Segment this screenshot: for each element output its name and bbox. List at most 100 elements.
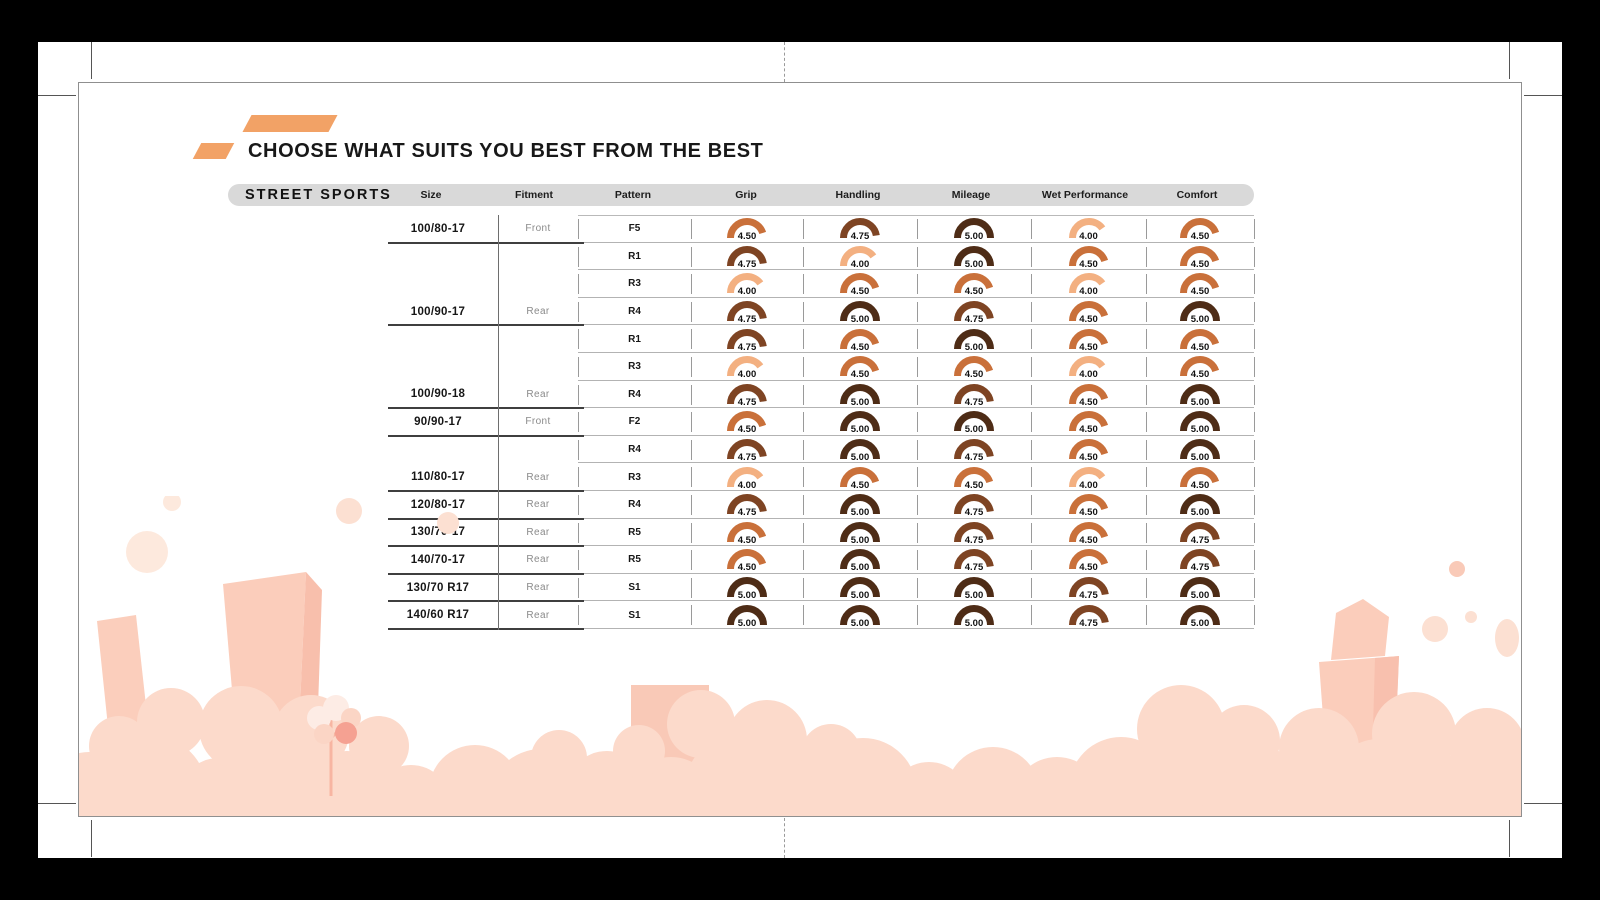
- pattern-label: R5: [628, 526, 641, 538]
- table-top-divider: [578, 215, 1254, 216]
- rating-value: 5.00: [850, 396, 870, 408]
- gauge-arc-icon: [1180, 494, 1220, 515]
- rating-gauge: 5.00: [837, 575, 883, 601]
- pattern-label: R3: [628, 278, 641, 290]
- fitment-cell: Rear: [498, 463, 578, 491]
- column-separator: [691, 329, 692, 350]
- grip-gauge-cell: 4.75: [691, 381, 803, 409]
- gauge-arc-icon: [954, 218, 994, 239]
- column-separator: [1031, 577, 1032, 598]
- column-separator: [1031, 357, 1032, 377]
- fitment-cell: Rear: [498, 519, 578, 547]
- rating-value: 4.75: [964, 396, 984, 408]
- column-separator: [1146, 605, 1147, 626]
- size-cell: 120/80-17: [378, 491, 498, 519]
- rating-value: 5.00: [737, 590, 757, 602]
- rating-gauge: 5.00: [837, 437, 883, 463]
- size-cell: [378, 353, 498, 381]
- comfort-gauge-cell: 5.00: [1146, 436, 1254, 464]
- rating-gauge: 4.00: [724, 354, 770, 380]
- gauge-arc-icon: [1180, 411, 1220, 432]
- size-cell: 140/70-17: [378, 546, 498, 574]
- rating-value: 4.75: [964, 314, 984, 326]
- column-separator: [1146, 577, 1147, 598]
- rating-value: 4.50: [1190, 369, 1210, 381]
- rating-gauge: 4.75: [724, 437, 770, 463]
- gauge-arc-icon: [727, 356, 767, 377]
- column-separator: [691, 301, 692, 322]
- gauge-arc-icon: [1068, 383, 1109, 405]
- table-row: R1 4.75 4.50 5.00 4.50 4.50: [228, 325, 1255, 353]
- comfort-gauge-cell: 5.00: [1146, 408, 1254, 436]
- rating-gauge: 4.50: [1177, 354, 1223, 380]
- column-separator: [803, 246, 804, 267]
- accent-parallelogram-large: [242, 115, 338, 132]
- mileage-gauge-cell: 5.00: [917, 574, 1031, 602]
- gauge-arc-icon: [727, 521, 767, 543]
- column-separator: [578, 246, 579, 267]
- mileage-gauge-cell: 4.50: [917, 270, 1031, 298]
- column-separator: [803, 550, 804, 571]
- grip-gauge-cell: 4.50: [691, 519, 803, 547]
- wet_performance-gauge-cell: 4.75: [1031, 601, 1146, 629]
- gauge-arc-icon: [840, 273, 880, 294]
- handling-gauge-cell: 5.00: [803, 408, 917, 436]
- row-divider: [578, 296, 1254, 298]
- rating-gauge: 4.50: [724, 216, 770, 242]
- column-separator: [803, 439, 804, 460]
- rating-gauge: 4.50: [951, 465, 997, 491]
- rating-value: 4.50: [850, 286, 870, 298]
- rating-gauge: 4.75: [1066, 603, 1112, 629]
- bubble-icon: [1495, 619, 1519, 657]
- pattern-label: R3: [628, 471, 641, 483]
- rating-gauge: 4.50: [724, 409, 770, 435]
- gauge-arc-icon: [954, 549, 994, 570]
- rating-gauge: 4.75: [724, 327, 770, 353]
- rating-value: 5.00: [964, 424, 984, 436]
- gauge-arc-icon: [1068, 245, 1109, 267]
- column-separator: [691, 439, 692, 460]
- row-divider: [578, 379, 1254, 381]
- size-group-divider: [388, 572, 584, 575]
- column-separator: [917, 357, 918, 377]
- grip-gauge-cell: 4.00: [691, 353, 803, 381]
- rating-value: 4.75: [1079, 590, 1098, 602]
- fitment-cell: [498, 325, 578, 353]
- rating-gauge: 4.50: [1066, 437, 1112, 463]
- pattern-label: R4: [628, 499, 641, 511]
- table-row: 140/70-17 Rear R5 4.50 5.00 4.75 4.50 4.75: [228, 546, 1255, 575]
- size-group-divider: [388, 434, 584, 437]
- fitment-cell: Rear: [498, 574, 578, 602]
- pattern-label: F5: [628, 223, 641, 235]
- column-separator: [578, 522, 579, 543]
- handling-gauge-cell: 4.50: [803, 353, 917, 381]
- column-separator: [691, 384, 692, 405]
- column-separator: [917, 384, 918, 405]
- row-divider: [578, 572, 1254, 574]
- column-header-wet-performance: Wet Performance: [1041, 189, 1129, 201]
- rating-gauge: 4.50: [1177, 271, 1223, 297]
- column-separator: [1254, 467, 1255, 488]
- gauge-arc-icon: [954, 328, 994, 349]
- pattern-cell: R1: [578, 325, 691, 353]
- wet_performance-gauge-cell: 4.50: [1031, 491, 1146, 519]
- cityscape-decoration: [79, 496, 1521, 816]
- gauge-arc-icon: [840, 604, 880, 625]
- rating-value: 4.50: [1190, 286, 1210, 298]
- rating-value: 4.50: [1079, 562, 1098, 574]
- column-separator: [691, 605, 692, 626]
- column-header-comfort: Comfort: [1176, 189, 1218, 201]
- rating-value: 4.50: [964, 479, 984, 491]
- pattern-label: R4: [628, 388, 641, 400]
- column-separator: [803, 274, 804, 295]
- rating-gauge: 4.50: [1177, 216, 1223, 242]
- fitment-cell: Front: [498, 408, 578, 436]
- rating-value: 4.50: [1190, 231, 1210, 243]
- pattern-label: R4: [628, 306, 641, 318]
- fitment-cell: Rear: [498, 491, 578, 519]
- grip-gauge-cell: 4.75: [691, 243, 803, 271]
- rating-value: 4.00: [1079, 369, 1098, 381]
- rating-value: 4.75: [1190, 534, 1210, 546]
- gauge-arc-icon: [1068, 439, 1109, 460]
